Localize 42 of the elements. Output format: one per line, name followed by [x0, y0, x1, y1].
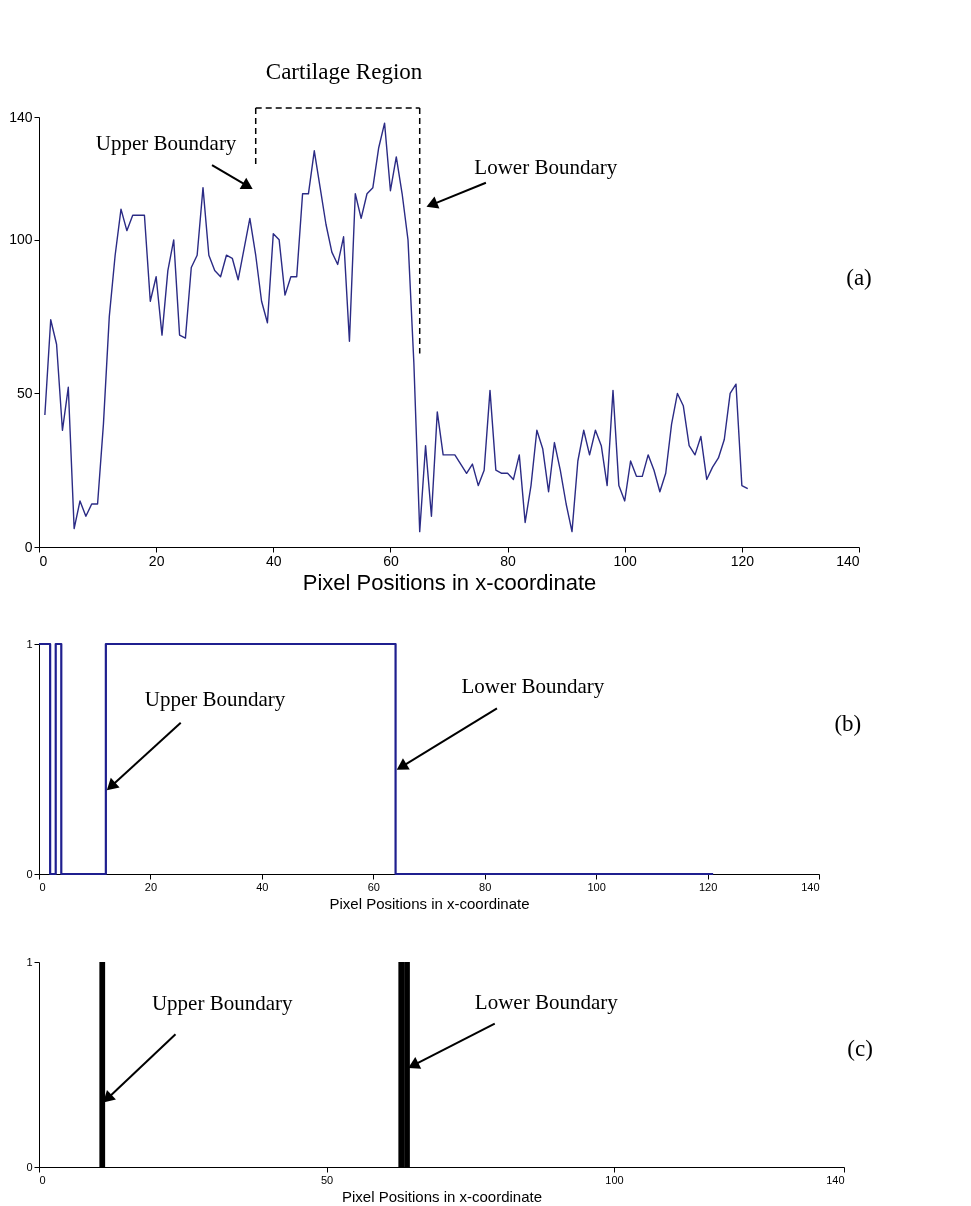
x-tick-label: 80: [500, 552, 517, 569]
x-tick-label: 140: [826, 1173, 845, 1186]
y-tick-label: 1: [26, 955, 33, 968]
x-tick-label: 60: [383, 552, 399, 569]
annotation: Upper Boundary: [95, 130, 237, 155]
x-axis-title: Pixel Positions in x-coordinate: [329, 894, 530, 912]
x-tick-label: 50: [320, 1173, 334, 1186]
y-tick-label: 1: [26, 637, 33, 650]
x-tick-label: 80: [479, 880, 492, 893]
annotation: Lower Boundary: [474, 990, 619, 1015]
x-tick-label: 100: [587, 880, 606, 893]
x-tick-label: 60: [367, 880, 380, 893]
text: Cartilage Region: [265, 58, 423, 84]
y-tick-label: 140: [9, 108, 33, 125]
text: (c): [847, 1035, 873, 1061]
y-tick-label: 0: [26, 1160, 33, 1173]
x-axis-title: Pixel Positions in x-coordinate: [341, 1187, 543, 1205]
x-tick-label: 100: [613, 552, 638, 569]
x-tick-label: 140: [801, 880, 820, 893]
x-tick-label: 140: [836, 552, 860, 569]
x-tick-label: 40: [256, 880, 269, 893]
x-tick-label: 20: [148, 552, 165, 569]
x-tick-label: 40: [266, 552, 282, 569]
x-tick-label: 120: [698, 880, 718, 893]
annotation: Lower Boundary: [461, 674, 605, 699]
x-tick-label: 100: [605, 1173, 624, 1186]
annotation: (a): [846, 264, 872, 290]
x-tick-label: 0: [39, 552, 48, 569]
y-tick-label: 0: [26, 867, 33, 880]
x-tick-label: 20: [144, 880, 158, 893]
y-tick-label: 100: [9, 231, 33, 248]
annotation: Upper Boundary: [144, 687, 286, 712]
x-axis-title: Pixel Positions in x-coordinate: [302, 569, 597, 595]
x-tick-label: 0: [39, 1173, 46, 1186]
annotation: Lower Boundary: [474, 154, 618, 179]
x-tick-label: 0: [39, 880, 46, 893]
x-tick-label: 120: [730, 552, 755, 569]
y-tick-label: 50: [16, 384, 33, 401]
annotation: Upper Boundary: [151, 990, 293, 1015]
line-series: [44, 122, 749, 533]
text: (b): [834, 711, 862, 737]
y-tick-label: 0: [24, 538, 33, 555]
